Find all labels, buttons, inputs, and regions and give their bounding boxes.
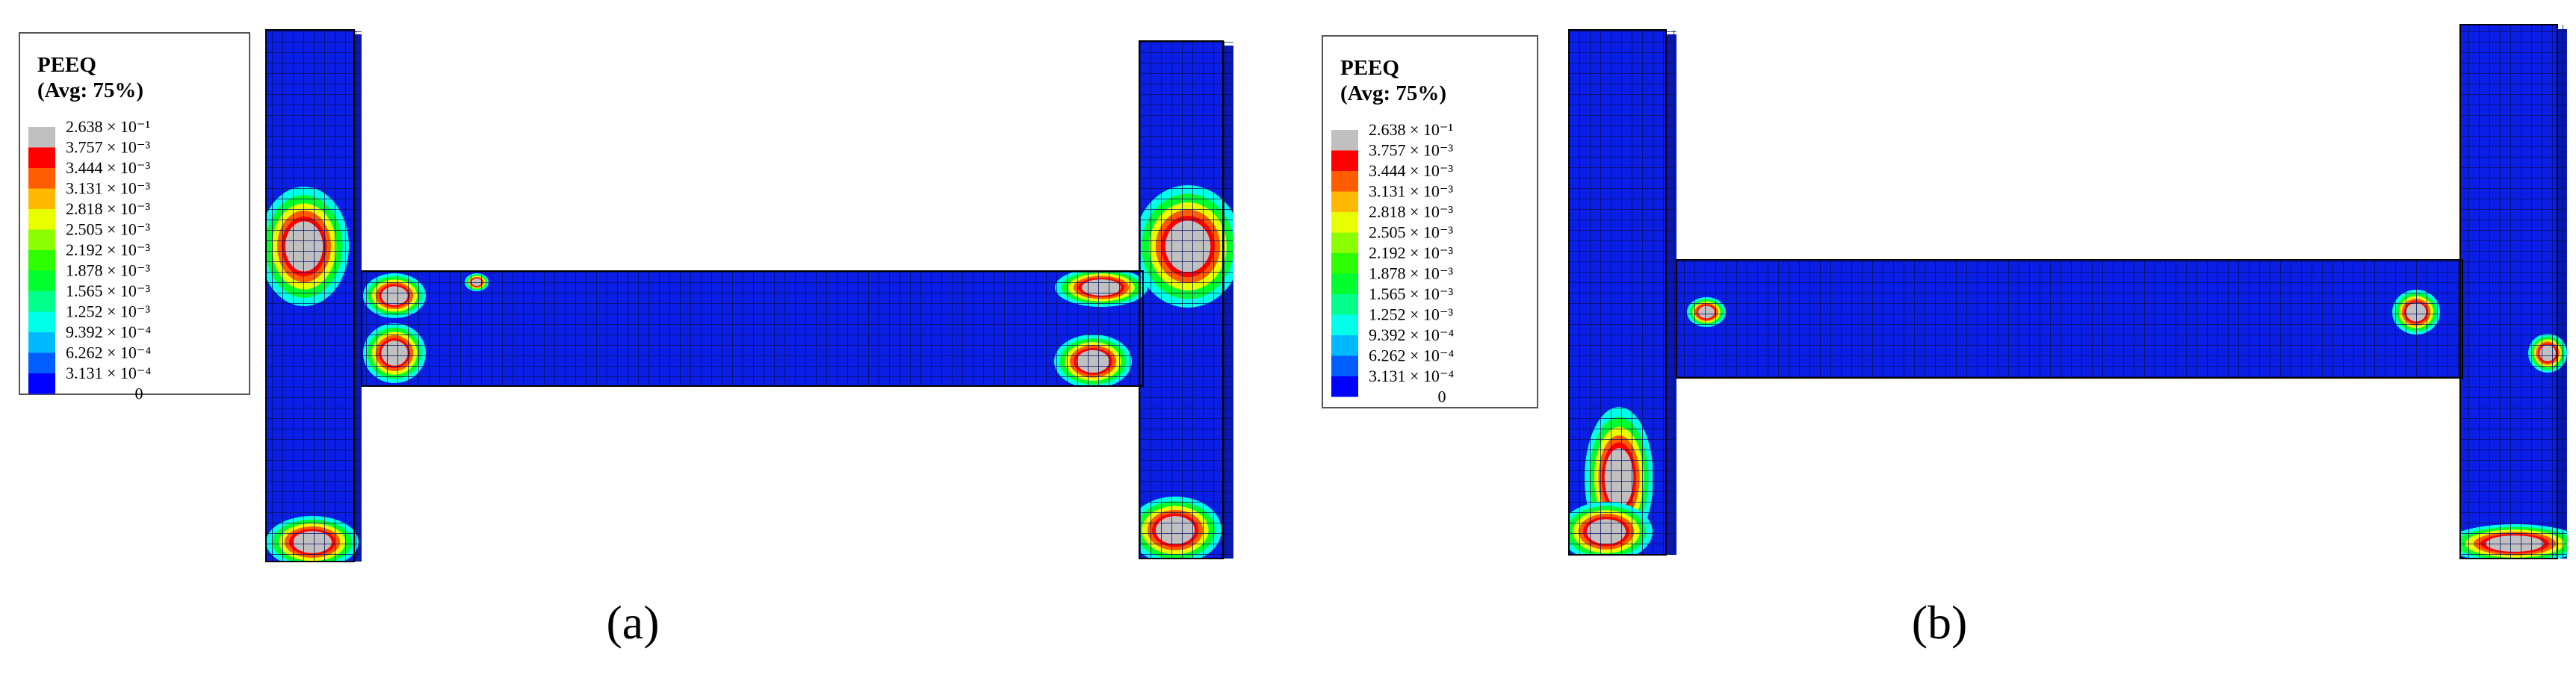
legend-label: 1.565 × 10⁻³ — [1369, 284, 1454, 303]
member-outline — [1676, 259, 2463, 379]
legend-label: 3.444 × 10⁻³ — [1369, 161, 1454, 180]
legend-swatch — [1331, 335, 1358, 356]
legend-swatch — [28, 209, 55, 230]
legend-swatch — [28, 332, 55, 353]
legend-swatch — [28, 270, 55, 291]
legend-label: 0 — [135, 385, 143, 403]
legend-swatch — [28, 127, 55, 148]
caption: (a) — [606, 596, 659, 649]
legend-label: 9.392 × 10⁻⁴ — [1369, 326, 1455, 344]
legend-swatch — [28, 291, 55, 312]
member-outline — [265, 29, 355, 562]
legend-label: 2.818 × 10⁻³ — [66, 199, 151, 218]
legend-label: 1.565 × 10⁻³ — [66, 282, 151, 300]
legend-label: 2.638 × 10⁻¹ — [1369, 120, 1453, 139]
legend-label: 2.192 × 10⁻³ — [1369, 243, 1454, 262]
legend-label: 3.131 × 10⁻³ — [66, 179, 151, 198]
legend-swatch — [28, 229, 55, 250]
legend-swatch — [1331, 150, 1358, 171]
legend-swatch — [28, 188, 55, 209]
legend-label: 3.131 × 10⁻⁴ — [1369, 367, 1455, 385]
legend-swatch — [28, 352, 55, 373]
legend-subtitle: (Avg: 75%) — [1340, 81, 1446, 105]
legend-label: 3.131 × 10⁻³ — [1369, 182, 1454, 201]
legend-swatch — [28, 311, 55, 332]
legend-label: 1.878 × 10⁻³ — [1369, 264, 1454, 283]
legend-label: 2.638 × 10⁻¹ — [66, 117, 150, 136]
legend-swatch — [28, 147, 55, 168]
legend-label: 1.252 × 10⁻³ — [1369, 305, 1454, 324]
caption: (b) — [1912, 596, 1968, 649]
legend-label: 1.878 × 10⁻³ — [66, 261, 151, 280]
legend-label: 3.131 × 10⁻⁴ — [66, 364, 152, 382]
legend-label: 2.505 × 10⁻³ — [1369, 223, 1454, 242]
legend-swatch — [1331, 191, 1358, 212]
legend-swatch — [1331, 376, 1358, 397]
legend-label: 0 — [1438, 388, 1446, 406]
legend-box — [19, 32, 250, 395]
member-outline — [361, 270, 1144, 387]
legend-swatch — [1331, 294, 1358, 315]
legend-swatch — [1331, 253, 1358, 274]
legend-swatch — [1331, 314, 1358, 335]
member-outline — [1139, 40, 1224, 559]
legend-swatch — [1331, 130, 1358, 151]
legend-swatch — [1331, 355, 1358, 376]
legend-label: 3.757 × 10⁻³ — [66, 138, 151, 157]
legend-title: PEEQ — [37, 53, 96, 77]
legend-swatch — [28, 373, 55, 394]
legend-label: 2.505 × 10⁻³ — [66, 220, 151, 239]
legend-swatch — [1331, 232, 1358, 253]
member-outline — [2459, 24, 2558, 559]
legend-title: PEEQ — [1340, 56, 1399, 80]
legend-swatch — [1331, 212, 1358, 233]
legend-label: 2.192 × 10⁻³ — [66, 240, 151, 259]
legend-subtitle: (Avg: 75%) — [37, 78, 143, 102]
legend-label: 9.392 × 10⁻⁴ — [66, 323, 152, 341]
legend-swatch — [1331, 273, 1358, 294]
legend-label: 3.444 × 10⁻³ — [66, 158, 151, 177]
legend-label: 6.262 × 10⁻⁴ — [1369, 346, 1455, 365]
legend-label: 6.262 × 10⁻⁴ — [66, 343, 152, 362]
member-outline — [1568, 29, 1667, 556]
legend-swatch — [28, 168, 55, 189]
legend-label: 1.252 × 10⁻³ — [66, 302, 151, 321]
legend-swatch — [28, 250, 55, 271]
legend-label: 2.818 × 10⁻³ — [1369, 202, 1454, 221]
legend-swatch — [1331, 171, 1358, 192]
legend-label: 3.757 × 10⁻³ — [1369, 141, 1454, 160]
